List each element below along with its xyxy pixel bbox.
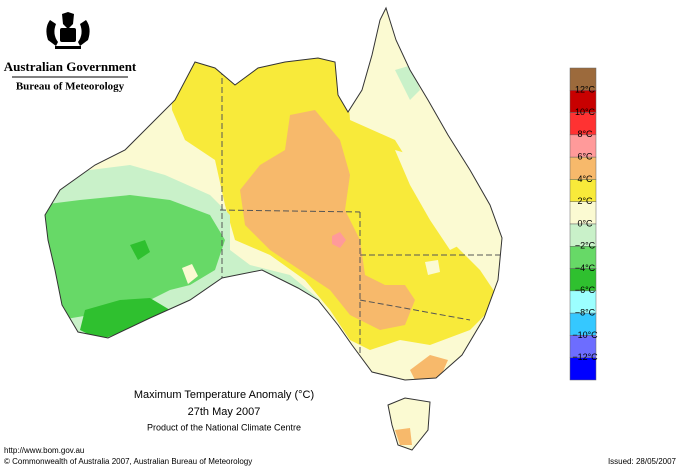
legend: 12°C 10°C 8°C 6°C 4°C 2°C 0°C −2°C −4°C −6°C −8°C −…: [569, 67, 598, 381]
issued-date: Issued: 28/05/2007: [608, 457, 677, 466]
government-name: Australian Government: [4, 59, 137, 74]
copyright: © Commonwealth of Australia 2007, Austra…: [4, 457, 252, 466]
legend-label: 8°C: [577, 129, 593, 139]
logo: [46, 12, 90, 49]
bureau-name: Bureau of Meteorology: [16, 81, 125, 93]
legend-label: −10°C: [572, 330, 598, 340]
map-credit: Product of the National Climate Centre: [147, 422, 301, 432]
legend-label: −6°C: [575, 285, 596, 295]
legend-label: 12°C: [575, 85, 596, 95]
legend-label: 6°C: [577, 152, 593, 162]
map-date: 27th May 2007: [188, 406, 261, 418]
legend-label: −4°C: [575, 263, 596, 273]
tasmania-anomaly: [395, 428, 412, 445]
legend-label: 2°C: [577, 196, 593, 206]
legend-label: −8°C: [575, 308, 596, 318]
url: http://www.bom.gov.au: [4, 446, 84, 455]
map-title: Maximum Temperature Anomaly (°C): [134, 389, 314, 401]
legend-label: 0°C: [577, 218, 593, 228]
legend-label: −12°C: [572, 352, 598, 362]
legend-label: −2°C: [575, 241, 596, 251]
legend-swatch: [569, 357, 597, 381]
legend-label: 10°C: [575, 107, 596, 117]
legend-label: 4°C: [577, 174, 593, 184]
